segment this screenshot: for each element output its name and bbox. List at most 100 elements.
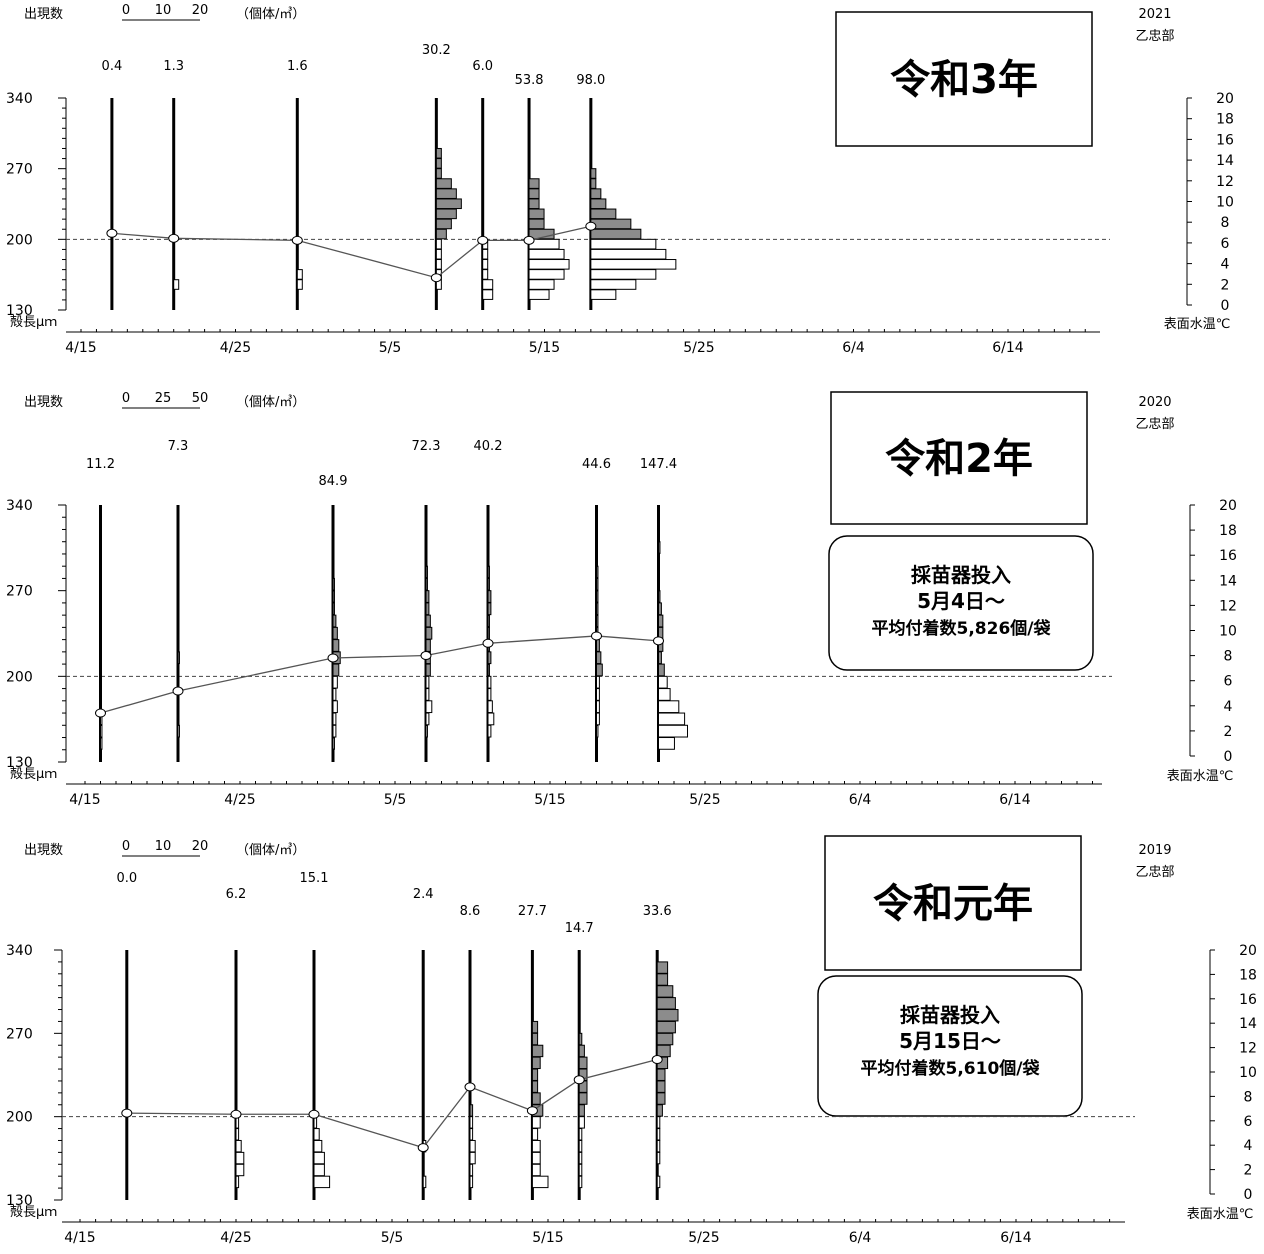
histogram-bar xyxy=(425,614,431,628)
y-right-axis-label: 表面水温℃ xyxy=(1187,1207,1254,1222)
histogram-bar xyxy=(313,1128,320,1141)
histogram-bar xyxy=(332,700,338,714)
x-tick-label: 6/4 xyxy=(849,792,872,808)
histogram-bar xyxy=(528,248,565,260)
legend-scale-label: 0 xyxy=(122,3,130,18)
count-label: 6.0 xyxy=(472,59,493,74)
histogram-bar xyxy=(332,688,337,701)
legend-title: 出現数 xyxy=(24,395,63,410)
y-right-tick-label: 0 xyxy=(1244,1187,1253,1203)
y-right-tick-label: 4 xyxy=(1221,257,1230,273)
x-tick-label: 4/25 xyxy=(224,792,255,808)
x-tick-label: 5/25 xyxy=(683,340,714,356)
histogram-bar xyxy=(435,188,457,199)
histogram-bar xyxy=(528,208,545,220)
count-label: 1.3 xyxy=(163,59,184,74)
y-right-tick-label: 20 xyxy=(1219,498,1237,514)
x-tick-label: 4/15 xyxy=(65,340,96,356)
histogram-bar xyxy=(487,626,490,640)
histogram-bar xyxy=(425,626,433,640)
histogram-bar xyxy=(656,1139,661,1153)
histogram-bar xyxy=(656,1009,679,1022)
histogram-bar xyxy=(578,1104,585,1117)
histogram-bar xyxy=(487,712,495,726)
histogram-bar xyxy=(656,985,674,998)
y-right-tick-label: 20 xyxy=(1216,91,1234,107)
year-label: 2020 xyxy=(1138,395,1171,410)
histogram-bar xyxy=(590,269,657,280)
sample-5-8: 30.2 xyxy=(422,43,462,310)
histogram-bar xyxy=(425,577,428,591)
histogram-bar xyxy=(656,997,676,1010)
histogram-bar xyxy=(528,279,555,290)
histogram-bar xyxy=(528,188,540,199)
histogram-bar xyxy=(596,700,600,714)
y-tick-label: 200 xyxy=(6,669,33,685)
legend-title: 出現数 xyxy=(24,843,63,858)
histogram-bar xyxy=(487,614,490,628)
count-label: 14.7 xyxy=(565,921,594,936)
histogram-bar xyxy=(531,1151,541,1165)
sample-5-7: 2.4 xyxy=(413,887,434,1200)
histogram-bar xyxy=(596,675,600,689)
chart-panel-2020: 出現数 0 25 50 （個体/㎥） 2020乙忠部令和2年採苗器投入5月4日～平均付着数… xyxy=(6,391,1237,808)
y-tick-label: 130 xyxy=(6,1193,33,1209)
histogram-bar xyxy=(482,248,489,260)
histogram-bar xyxy=(528,178,540,189)
y-right-tick-label: 18 xyxy=(1239,967,1257,983)
y-axis-label: 殻長μｍ xyxy=(10,767,57,782)
histogram-bar xyxy=(578,1163,583,1177)
y-right-tick-label: 16 xyxy=(1239,992,1257,1008)
y-right-tick-label: 10 xyxy=(1219,624,1237,640)
legend-title: 出現数 xyxy=(24,7,63,22)
histogram-bar xyxy=(590,198,607,210)
x-tick-label: 5/25 xyxy=(689,792,720,808)
histogram-bar xyxy=(469,1139,476,1153)
histogram-bar xyxy=(482,289,494,300)
mean-size-point xyxy=(420,651,432,661)
era-box xyxy=(824,835,1082,971)
mean-size-point xyxy=(291,235,303,245)
histogram-bar xyxy=(656,1151,661,1165)
x-tick-label: 5/5 xyxy=(384,792,407,808)
histogram-bar xyxy=(487,663,490,677)
chart-panel-2019: 出現数 0 10 20 （個体/㎥） 2019乙忠部令和元年採苗器投入5月15日～平均付着… xyxy=(6,835,1257,1246)
histogram-bar xyxy=(332,590,335,603)
histogram-bar xyxy=(435,198,462,210)
x-tick-label: 5/5 xyxy=(381,1230,404,1246)
histogram-bar xyxy=(177,651,180,665)
legend-unit: （個体/㎥） xyxy=(236,7,305,22)
y-right-tick-label: 4 xyxy=(1244,1138,1253,1154)
y-right-tick-label: 18 xyxy=(1216,112,1234,128)
histogram-bar xyxy=(469,1151,476,1165)
histogram-bar xyxy=(578,1139,583,1153)
histogram-bar xyxy=(658,590,661,603)
histogram-bar xyxy=(487,724,492,738)
histogram-bar xyxy=(531,1032,539,1046)
sample-4-21: 1.3 xyxy=(163,59,184,310)
histogram-bar xyxy=(313,1151,325,1165)
y-right-tick-label: 0 xyxy=(1224,749,1233,765)
y-tick-label: 270 xyxy=(6,1026,33,1042)
histogram-bar xyxy=(332,724,337,738)
histogram-bar xyxy=(596,724,599,738)
histogram-bar xyxy=(590,279,637,290)
histogram-bar xyxy=(435,158,442,169)
histogram-bar xyxy=(531,1128,539,1141)
histogram-bar xyxy=(425,590,430,603)
x-tick-label: 6/14 xyxy=(992,340,1024,356)
histogram-bar xyxy=(425,663,431,677)
sample-5-22: 33.6 xyxy=(643,904,679,1200)
note-line: 平均付着数5,826個/袋 xyxy=(872,618,1052,639)
y-right-tick-label: 8 xyxy=(1221,215,1230,231)
histogram-bar xyxy=(531,1056,541,1070)
histogram-bar xyxy=(313,1163,325,1177)
legend-scale-label: 0 xyxy=(122,839,130,854)
sample-5-14: 27.7 xyxy=(518,904,549,1200)
y-right-axis-label: 表面水温℃ xyxy=(1164,317,1231,332)
histogram-bar xyxy=(235,1128,240,1141)
mean-size-point xyxy=(464,1082,476,1092)
histogram-bar xyxy=(658,700,680,714)
location-label: 乙忠部 xyxy=(1135,417,1174,432)
histogram-bar xyxy=(487,590,492,603)
